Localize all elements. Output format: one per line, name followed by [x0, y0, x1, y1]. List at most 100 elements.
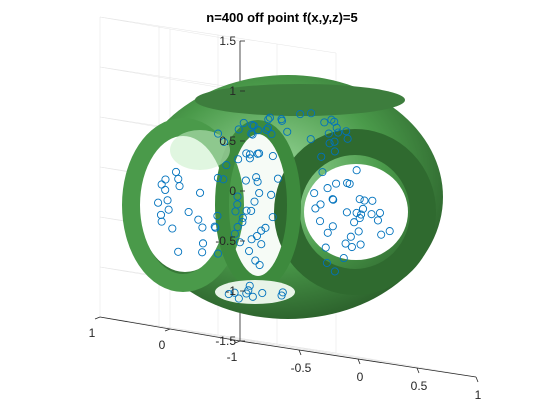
data-point	[230, 229, 239, 238]
data-point	[248, 130, 257, 139]
data-point	[355, 195, 364, 204]
data-point	[213, 173, 222, 182]
data-point	[224, 290, 233, 299]
data-point	[342, 208, 351, 217]
data-point	[234, 294, 243, 303]
x-tick-mark-2	[416, 367, 420, 374]
z-tick-label: -1	[225, 284, 236, 298]
data-point	[245, 281, 254, 290]
data-point	[273, 174, 283, 183]
data-point	[184, 207, 193, 217]
data-point	[267, 190, 276, 199]
data-point	[257, 226, 266, 235]
data-point	[350, 218, 359, 227]
data-point	[233, 192, 242, 201]
data-point	[174, 247, 183, 256]
data-point	[250, 197, 259, 206]
data-point	[320, 118, 329, 127]
data-point	[323, 184, 332, 193]
data-point	[277, 291, 286, 300]
data-point	[239, 118, 248, 127]
data-point	[306, 135, 315, 144]
data-point	[341, 239, 350, 248]
data-point	[360, 196, 369, 205]
surface-top-band	[195, 84, 405, 116]
data-point	[368, 196, 377, 205]
data-point	[375, 208, 385, 218]
data-point	[234, 155, 243, 164]
data-point	[154, 198, 163, 207]
data-point	[354, 227, 363, 236]
data-point	[163, 196, 172, 205]
data-point	[347, 242, 356, 252]
z-tick-label: -1.5	[215, 334, 236, 348]
data-point	[231, 207, 240, 216]
data-point	[268, 152, 277, 161]
data-point	[242, 206, 251, 215]
data-point	[222, 161, 231, 170]
data-point	[248, 292, 257, 301]
data-point	[198, 248, 207, 257]
data-point	[238, 213, 247, 222]
data-point	[330, 147, 339, 156]
data-point	[356, 240, 365, 249]
x-tick-mark-3	[475, 376, 479, 383]
data-point	[323, 228, 332, 237]
data-point	[296, 110, 305, 119]
y-tick-label: -1	[227, 350, 238, 364]
data-point	[161, 175, 170, 184]
scatter-points	[154, 109, 394, 303]
data-point	[358, 204, 368, 213]
data-point	[247, 235, 256, 244]
data-point	[255, 260, 264, 270]
data-point	[255, 188, 264, 198]
data-point	[251, 256, 260, 265]
data-point	[211, 223, 220, 232]
data-point	[248, 120, 257, 130]
data-point	[210, 222, 219, 231]
data-point	[264, 115, 273, 124]
data-point	[310, 189, 319, 198]
data-point	[343, 178, 352, 188]
data-point	[283, 127, 292, 136]
data-point	[268, 213, 277, 222]
data-point	[171, 167, 181, 177]
x-tick-label: 0.5	[411, 379, 428, 393]
data-point	[234, 125, 243, 134]
data-point	[247, 206, 256, 215]
data-point	[252, 173, 261, 182]
y-tick-mark-2	[234, 340, 241, 344]
data-point	[330, 137, 339, 146]
surface-hole-right	[304, 164, 408, 260]
data-point	[332, 179, 341, 188]
grid-y-floor-1	[169, 328, 407, 366]
data-point	[346, 232, 355, 241]
data-point	[267, 130, 276, 139]
data-point	[325, 139, 334, 148]
data-point	[373, 216, 382, 225]
y-tick-label: 0	[159, 338, 166, 352]
data-point	[265, 113, 274, 122]
x-tick-label: 1	[475, 388, 482, 402]
data-point	[157, 217, 166, 226]
data-point	[311, 204, 320, 213]
data-point	[161, 185, 170, 195]
data-point	[352, 208, 361, 217]
surface-ring-left	[122, 118, 244, 292]
y-tick-label: 1	[89, 326, 96, 340]
tick-labels: 1.5 1 0.5 0 -0.5 -1 -1.5 -0.5 0 0.5 1 1 0 -1	[89, 34, 482, 402]
data-point	[168, 224, 177, 233]
data-point	[253, 149, 262, 158]
z-tick-label: 1	[229, 84, 236, 98]
y-tick-mark-0	[94, 316, 101, 320]
data-point	[316, 200, 325, 209]
data-point	[164, 205, 173, 214]
z-tick-label: 0.5	[219, 134, 236, 148]
data-point	[328, 195, 337, 204]
data-point	[174, 174, 183, 184]
data-point	[219, 175, 228, 184]
data-point	[235, 238, 244, 247]
data-point	[324, 129, 333, 138]
